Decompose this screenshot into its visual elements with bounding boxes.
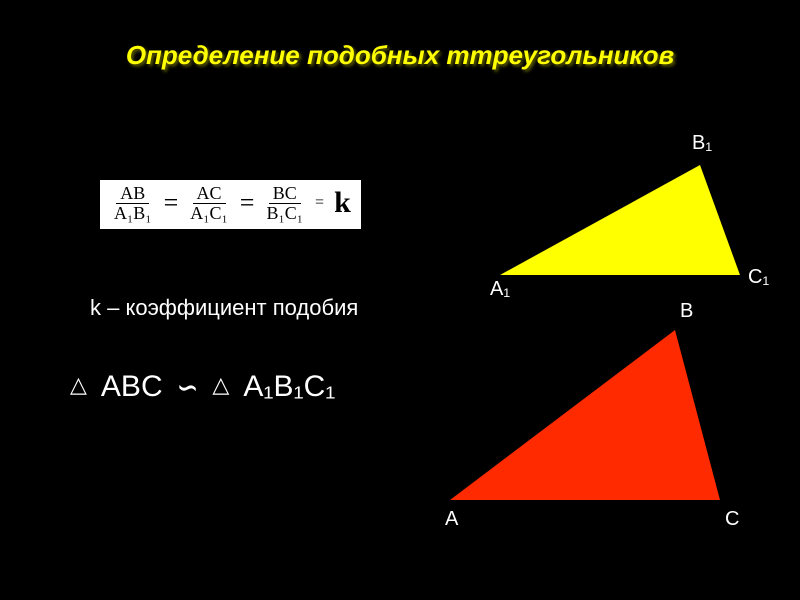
similar-icon: ∽ [177,365,199,408]
red-triangle-shape [450,330,720,500]
coefficient-k: k [332,186,351,220]
vertex-c-label: C [725,508,739,531]
frac-den: A₁B₁ [110,204,156,223]
slide-title: Определение подобных ттреугольников [126,40,674,71]
yellow-triangle [500,165,750,285]
frac-num: AC [193,184,226,204]
vertex-b-label: B [680,300,693,323]
fraction-ab: AB A₁B₁ [110,184,156,223]
ratio-formula-box: AB A₁B₁ = AC A₁C₁ = BC B₁C₁ = k [100,180,361,229]
vertex-a-label: A [445,508,458,531]
triangle-icon: △ [70,372,87,398]
triangle-abc-label: ABC [101,370,163,404]
vertex-a1-label: A₁ [490,278,510,301]
equals-sign: = [238,188,257,218]
vertex-b1-label: B₁ [692,132,712,155]
fraction-ac: AC A₁C₁ [186,184,232,223]
coefficient-caption: k – коэффициент подобия [90,295,358,321]
fraction-bc: BC B₁C₁ [262,184,307,223]
frac-den: B₁C₁ [262,204,307,223]
similarity-statement: △ ABC ∽ △ A₁B₁C₁ [70,370,335,404]
frac-num: AB [116,184,149,204]
vertex-c1-label: C₁ [748,266,769,289]
equals-sign: = [313,194,326,212]
frac-den: A₁C₁ [186,204,232,223]
yellow-triangle-shape [500,165,740,275]
red-triangle [450,330,730,510]
equals-sign: = [162,188,181,218]
triangle-a1b1c1-label: A₁B₁C₁ [243,370,335,404]
frac-num: BC [269,184,301,204]
triangle-icon: △ [212,372,229,398]
